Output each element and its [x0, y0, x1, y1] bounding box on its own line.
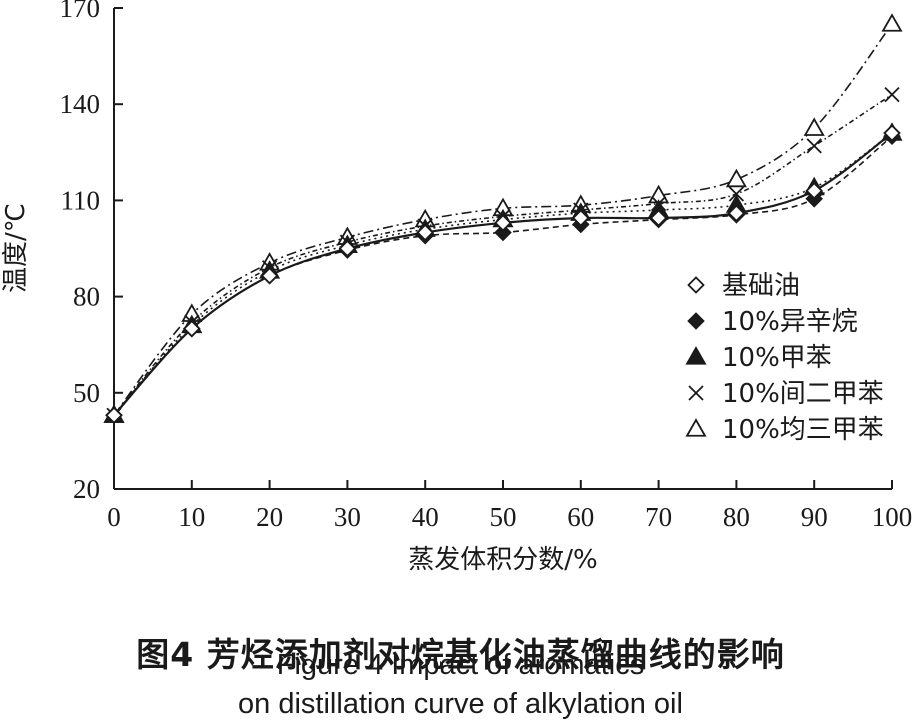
data-point-series-0	[338, 239, 357, 258]
y-tick-label: 80	[73, 282, 100, 312]
legend-label-3: 10%间二甲苯	[722, 379, 884, 409]
x-tick-label: 0	[107, 502, 121, 532]
data-point-series-0	[649, 209, 668, 227]
data-point-series-4	[803, 117, 825, 136]
y-tick-label: 110	[61, 185, 101, 215]
legend-label-4: 10%均三甲苯	[722, 415, 884, 445]
data-point-series-0	[260, 266, 279, 285]
data-point-series-4	[881, 13, 903, 32]
x-tick-label: 20	[256, 502, 283, 532]
data-point-series-3	[728, 186, 745, 202]
x-tick-label: 60	[567, 502, 594, 532]
axes: 20 50 80 110 140 170 0 10 20 30 40 50 60 70 80 90 100	[60, 0, 913, 532]
data-point-series-1	[494, 223, 512, 242]
figure-caption-english-line2: on distillation curve of alkylation oil	[238, 688, 683, 720]
y-axis-title: 温度/℃	[1, 203, 31, 293]
data-point-series-0	[572, 209, 590, 227]
figure-caption-english-line1: Figure 4 Impact of aromatics	[276, 649, 645, 681]
x-tick-label: 90	[801, 502, 828, 532]
legend-marker-4	[685, 418, 707, 437]
y-tick-label: 20	[73, 474, 100, 504]
data-point-series-0	[805, 182, 823, 200]
x-tick-label: 100	[872, 502, 913, 532]
data-point-series-0	[183, 319, 201, 338]
legend: 基础油 10%异辛烷 10%甲苯 10%间二甲苯 10%均三甲苯	[685, 271, 884, 445]
x-tick-label: 80	[723, 502, 750, 532]
data-point-series-0	[105, 406, 123, 425]
data-point-series-3	[884, 86, 900, 103]
legend-label-2: 10%甲苯	[722, 343, 832, 373]
figure-caption-chinese: 图4 芳烃添加剂对烷基化油蒸馏曲线的影响	[136, 635, 785, 674]
data-point-series-4	[725, 168, 747, 188]
legend-marker-2	[685, 346, 707, 365]
x-tick-label: 10	[178, 502, 205, 532]
legend-label-1: 10%异辛烷	[722, 307, 858, 337]
x-tick-label: 50	[490, 502, 517, 532]
x-tick-label: 70	[645, 502, 672, 532]
legend-label-0: 基础油	[722, 271, 800, 301]
legend-marker-3	[688, 385, 704, 401]
x-axis-title: 蒸发体积分数/%	[408, 545, 597, 575]
data-point-series-0	[883, 124, 901, 142]
y-tick-label: 170	[60, 0, 101, 23]
data-point-series-0	[416, 223, 434, 242]
y-tick-label: 50	[73, 378, 100, 408]
y-tick-label: 140	[60, 89, 101, 119]
legend-marker-1	[687, 312, 705, 330]
series-layer	[103, 13, 903, 425]
chart: 20 50 80 110 140 170 0 10 20 30 40 50 60 70 80 90 100 基础…	[1, 0, 913, 575]
data-point-series-0	[727, 204, 746, 222]
data-point-series-3	[806, 138, 822, 154]
x-tick-label: 30	[334, 502, 361, 532]
data-point-series-0	[494, 214, 512, 232]
legend-marker-0	[687, 276, 705, 294]
x-tick-label: 40	[412, 502, 439, 532]
